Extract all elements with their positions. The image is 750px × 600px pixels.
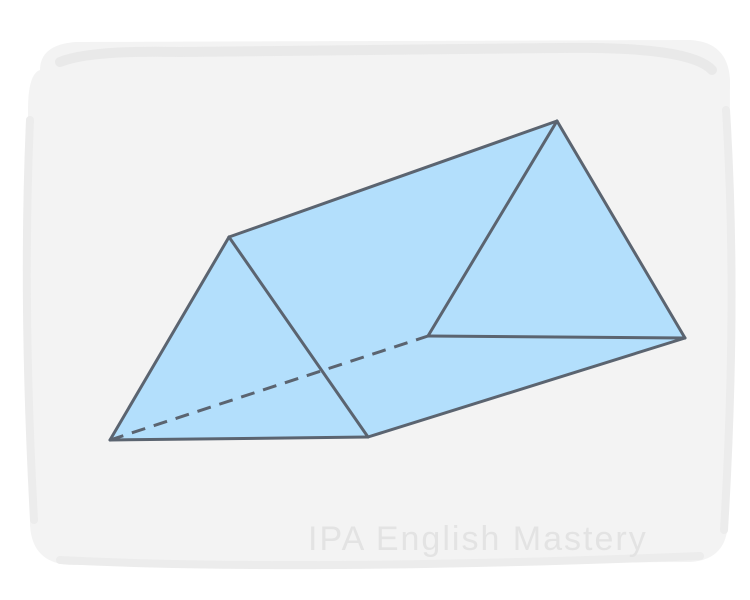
backdrop-stroke-right <box>720 106 736 534</box>
edge-back-bottom <box>426 334 687 340</box>
watermark-text: IPA English Mastery <box>308 520 648 558</box>
edge-back-right <box>555 119 687 340</box>
edge-hidden-dashed <box>109 334 429 442</box>
backdrop-stroke-top <box>55 42 717 75</box>
edge-front-right <box>227 235 370 439</box>
backdrop-stroke-bottom <box>56 552 704 570</box>
backdrop-stroke-left <box>22 116 38 524</box>
edge-front-bottom <box>108 435 370 442</box>
prism-end-face <box>428 121 685 338</box>
edge-bottom-right <box>366 336 687 439</box>
edge-front-left <box>108 235 231 442</box>
prism-front-face <box>110 237 368 440</box>
triangular-prism <box>108 119 687 442</box>
edge-back-left <box>426 119 559 338</box>
edge-ridge <box>227 119 559 239</box>
